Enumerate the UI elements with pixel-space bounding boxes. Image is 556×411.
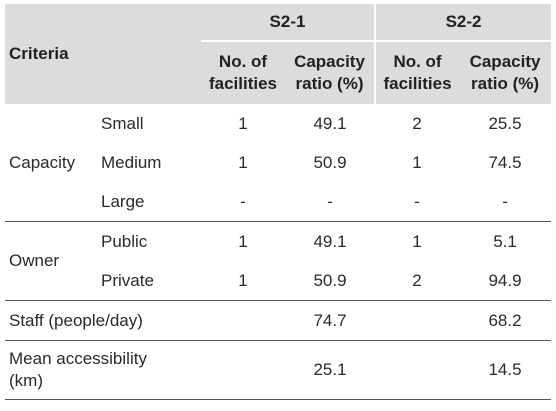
cell-empty [375, 340, 460, 400]
cell: 94.9 [459, 261, 552, 301]
cell: 74.5 [488, 152, 522, 172]
s22-capacity-ratio-header: Capacity ratio (%) [459, 41, 552, 104]
cell: 1 [238, 113, 248, 133]
row-label: Public [101, 231, 148, 251]
group-header-s2-2: S2-2 [374, 4, 552, 42]
cell: 1 [238, 231, 248, 251]
cell-empty [201, 340, 285, 400]
criteria-table: Criteria S2-1 S2-2 No. of facilities Capa… [5, 4, 552, 400]
criteria-header: Criteria [5, 4, 201, 104]
cell: 1 [412, 231, 422, 251]
cell: 50.9 [285, 261, 376, 301]
cell: 49.1 [313, 231, 347, 251]
cell-empty [201, 300, 285, 341]
cell: 25.1 [285, 340, 376, 400]
cell: 14.5 [459, 340, 552, 400]
table-row: Medium 1 50.9 1 74.5 [5, 143, 551, 182]
cell: 74.7 [285, 300, 376, 341]
cell: 1 [238, 152, 248, 172]
cell: 1 [201, 261, 285, 301]
table-row: Private 1 50.9 2 94.9 [5, 261, 552, 301]
cell: 2 [412, 113, 422, 133]
row-label: Private [97, 261, 201, 301]
cell: 2 [375, 261, 460, 301]
table-row: Capacity Small 1 49.1 2 25.5 [5, 104, 551, 222]
cell: - [285, 182, 376, 222]
row-label: Large [97, 182, 201, 222]
cell: 50.9 [313, 152, 347, 172]
group-label-owner: Owner [5, 221, 97, 301]
row-label: Small [101, 113, 144, 133]
row-label-accessibility: Mean accessibility (km) [5, 340, 201, 400]
row-label: Medium [101, 152, 162, 172]
s22-facilities-header: No. of facilities [374, 41, 460, 104]
cell-empty [375, 300, 460, 341]
group-header-s2-1: S2-1 [201, 4, 376, 42]
cell: 25.5 [488, 113, 522, 133]
row-label-staff: Staff (people/day) [5, 300, 201, 341]
table-row-accessibility: Mean accessibility (km) 25.1 14.5 [5, 340, 552, 400]
table-row: Large - - - - [5, 182, 552, 222]
s21-facilities-header: No. of facilities [201, 41, 285, 104]
cell: 5.1 [493, 231, 517, 251]
s21-capacity-ratio-header: Capacity ratio (%) [285, 41, 376, 104]
cell: - [375, 182, 460, 222]
cell: - [459, 182, 552, 222]
cell: 49.1 [313, 113, 347, 133]
group-label-capacity: Capacity [5, 104, 97, 222]
cell: 1 [412, 152, 422, 172]
cell: - [201, 182, 285, 222]
table-row: Owner Public 1 49.1 1 5.1 [5, 221, 551, 301]
table-row-staff: Staff (people/day) 74.7 68.2 [5, 300, 552, 341]
cell: 68.2 [459, 300, 552, 341]
